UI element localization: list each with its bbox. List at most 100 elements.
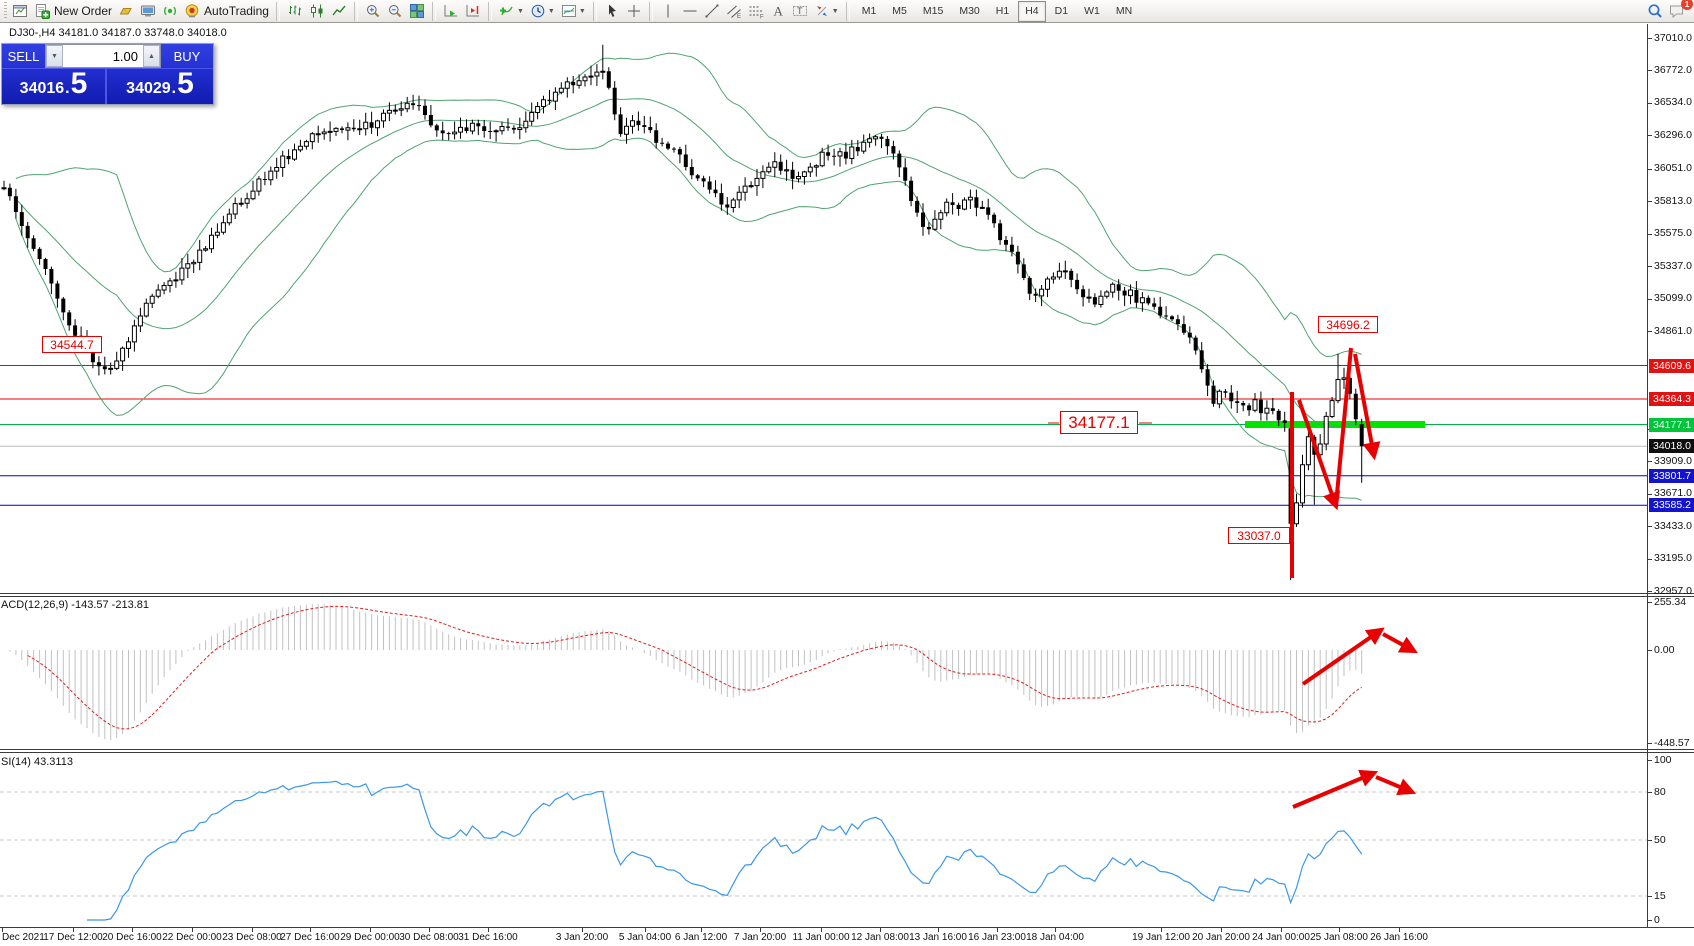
text-label-button[interactable]: T <box>789 1 811 22</box>
key-level-highlight-segment[interactable] <box>1245 421 1425 428</box>
price-level-lines[interactable] <box>0 365 1647 506</box>
arrows-tool-button[interactable]: ▼ <box>811 1 842 22</box>
main-chart-canvas[interactable] <box>0 24 1647 594</box>
toolbar-separator <box>648 1 653 21</box>
volume-decrease-button[interactable]: ▼ <box>46 45 63 67</box>
signals-button[interactable] <box>159 1 181 22</box>
timeframe-button-w1[interactable]: W1 <box>1084 5 1100 17</box>
red-trend-arrow[interactable] <box>1375 775 1417 796</box>
red-trend-arrow[interactable] <box>1353 353 1381 461</box>
periods-icon <box>531 4 545 18</box>
key-level-label[interactable]: 34177.1 <box>1060 411 1138 434</box>
crash-low-label[interactable]: 33037.0 <box>1228 527 1290 544</box>
pane-separator[interactable] <box>0 749 1694 750</box>
dropdown-caret-icon[interactable]: ▼ <box>516 7 524 15</box>
pane-separator[interactable] <box>0 593 1694 594</box>
rsi-axis-tick: 15 <box>1654 889 1666 902</box>
price-axis-tick-mark <box>1648 299 1652 300</box>
indicators-icon <box>499 6 513 16</box>
dropdown-caret-icon[interactable]: ▼ <box>831 7 839 15</box>
search-icon <box>1648 4 1662 18</box>
zoom-out-button[interactable] <box>384 1 406 22</box>
price-axis-tick-mark <box>1648 591 1652 592</box>
time-axis-label: 19 Jan 12:00 <box>1132 932 1190 943</box>
time-axis-label: 25 Jan 08:00 <box>1310 932 1368 943</box>
price-axis[interactable]: 37010.0 36772.0 36534.0 36296.0 36051.0 35813… <box>1647 24 1694 927</box>
autotrading-label: AutoTrading <box>204 4 269 18</box>
red-trend-arrow[interactable] <box>1292 769 1379 809</box>
time-axis-tick-mark <box>310 928 311 932</box>
macd-axis-tick: -448.57 <box>1654 736 1690 749</box>
red-trend-line[interactable] <box>1334 347 1353 505</box>
buy-price-button[interactable]: 34029 . 5 <box>107 69 213 104</box>
svg-text:E: E <box>737 14 741 19</box>
fibonacci-button[interactable]: F <box>745 1 767 22</box>
macd-axis-tick-mark <box>1648 602 1652 603</box>
terminal-button[interactable] <box>137 1 159 22</box>
tile-windows-button[interactable] <box>406 1 428 22</box>
text-label-icon: T <box>792 6 807 16</box>
zoom-in-button[interactable] <box>362 1 384 22</box>
price-axis-tick-mark <box>1648 266 1652 267</box>
line-chart-icon <box>332 5 346 16</box>
time-axis-tick-mark <box>645 928 646 932</box>
autotrading-icon <box>185 4 199 18</box>
timeframe-button-d1[interactable]: D1 <box>1054 5 1069 17</box>
crosshair-button[interactable] <box>623 1 645 22</box>
new-order-label: New Order <box>54 4 113 18</box>
gold-ingot-icon <box>119 8 132 15</box>
sell-price-button[interactable]: 34016 . 5 <box>2 69 107 104</box>
volume-spinner[interactable]: ▼ 1.00 ▲ <box>45 44 161 68</box>
search-button[interactable] <box>1644 1 1666 22</box>
chart-shift-button[interactable] <box>462 1 484 22</box>
timeframe-button-h4[interactable]: H4 <box>1018 0 1046 22</box>
timeframe-button-m15[interactable]: M15 <box>922 5 944 17</box>
red-trend-arrow[interactable] <box>1382 632 1418 654</box>
timeframe-button-m5[interactable]: M5 <box>892 5 907 17</box>
periods-button[interactable]: ▼ <box>527 1 558 22</box>
dropdown-caret-icon[interactable]: ▼ <box>578 7 586 15</box>
horizontal-line-button[interactable] <box>679 1 701 22</box>
timeframe-button-mn[interactable]: MN <box>1115 5 1133 17</box>
trendline-button[interactable] <box>701 1 723 22</box>
dropdown-caret-icon[interactable]: ▼ <box>547 7 555 15</box>
jan-high-label[interactable]: 34696.2 <box>1318 316 1378 333</box>
red-trend-arrow[interactable] <box>1297 399 1341 511</box>
candles-chart-button[interactable] <box>306 1 328 22</box>
channel-button[interactable]: E <box>723 1 745 22</box>
toolbar-separator <box>353 1 358 21</box>
price-badge-33585.2: 33585.2 <box>1649 498 1694 512</box>
volume-value[interactable]: 1.00 <box>112 48 138 64</box>
templates-button[interactable]: ▼ <box>558 1 589 22</box>
time-axis-label: 23 Dec 08:00 <box>222 932 282 943</box>
text-button[interactable]: A <box>767 1 789 22</box>
volume-increase-button[interactable]: ▲ <box>143 45 160 67</box>
autoscroll-button[interactable] <box>440 1 462 22</box>
time-axis[interactable]: Dec 2021 17 Dec 12:00 20 Dec 16:00 22 Dec 0… <box>0 927 1694 946</box>
new-chart-button[interactable] <box>9 1 31 22</box>
dec-low-label[interactable]: 34544.7 <box>42 336 102 353</box>
indicators-button[interactable]: ▼ <box>496 1 527 22</box>
red-trend-arrow[interactable] <box>1301 627 1385 686</box>
new-order-button[interactable]: New Order <box>31 1 115 22</box>
new-order-icon <box>36 4 50 19</box>
templates-icon <box>561 5 576 17</box>
vertical-line-button[interactable] <box>657 1 679 22</box>
rsi-pane-canvas[interactable] <box>0 753 1647 927</box>
chart-window[interactable]: DJ30-,H4 34181.0 34187.0 33748.0 34018.0… <box>0 23 1694 946</box>
autotrading-button[interactable]: AutoTrading <box>181 1 272 22</box>
chat-button[interactable]: 1 <box>1666 0 1693 22</box>
pane-separator[interactable] <box>0 752 1694 753</box>
pane-separator[interactable] <box>0 596 1694 597</box>
time-axis-tick-mark <box>997 928 998 932</box>
macd-pane-canvas[interactable] <box>0 597 1647 749</box>
symbol-ohlc-info: DJ30-,H4 34181.0 34187.0 33748.0 34018.0 <box>9 27 227 39</box>
timeframe-button-m30[interactable]: M30 <box>959 5 980 17</box>
line-chart-button[interactable] <box>328 1 350 22</box>
bars-chart-button[interactable] <box>284 1 306 22</box>
timeframe-button-h1[interactable]: H1 <box>995 5 1010 17</box>
timeframe-button-m1[interactable]: M1 <box>861 5 877 17</box>
gold-ingot-button[interactable] <box>115 1 137 22</box>
cursor-button[interactable] <box>601 1 623 22</box>
